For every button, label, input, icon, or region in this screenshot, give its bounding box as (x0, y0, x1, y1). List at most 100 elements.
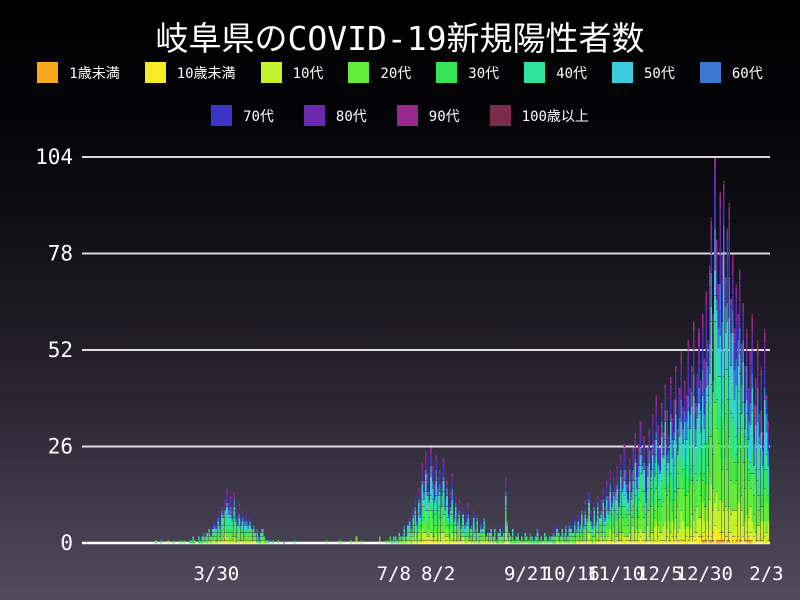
bar-day-248 (524, 532, 526, 544)
bar-day-181 (405, 532, 408, 544)
bar-day-363 (728, 202, 730, 544)
bar-day-335 (678, 388, 681, 544)
bar-day-191 (423, 480, 425, 544)
bar-day-203 (444, 499, 447, 544)
bar-day-280 (581, 506, 583, 544)
bar-day-311 (636, 462, 638, 544)
bar-day-285 (589, 510, 592, 544)
bar-day-216 (467, 503, 470, 544)
bar-day-242 (513, 540, 516, 544)
bar-day-201 (440, 488, 443, 544)
legend-label: 10歳未満 (176, 65, 236, 82)
bar-day-204 (446, 480, 448, 544)
bar-day-372 (744, 365, 746, 544)
legend-swatch-icon (144, 62, 166, 83)
bar-day-259 (543, 532, 546, 544)
legend-label: 90代 (428, 108, 460, 125)
bar-day-266 (556, 525, 558, 544)
bar-day-102 (265, 540, 267, 544)
bar-day-365 (731, 254, 734, 544)
legend-item-9: 80代 (303, 105, 367, 126)
legend-label: 100歳以上 (521, 108, 589, 125)
bar-day-100 (261, 529, 264, 544)
bar-day-352 (708, 265, 711, 544)
bar-day-64 (197, 536, 200, 544)
bar-day-218 (471, 518, 473, 544)
bar-day-89 (242, 510, 244, 544)
bar-day-236 (503, 529, 505, 544)
bar-day-224 (481, 529, 484, 544)
bar-day-104 (268, 540, 271, 544)
bar-day-233 (497, 532, 500, 544)
bar-day-209 (455, 495, 457, 544)
bar-day-177 (398, 529, 400, 544)
bar-day-356 (715, 239, 718, 544)
legend-item-5: 40代 (524, 62, 587, 83)
legend-item-10: 90代 (396, 105, 460, 126)
bar-day-283 (586, 514, 589, 544)
legend-item-11: 100歳以上 (489, 105, 589, 126)
bar-day-72 (211, 525, 214, 544)
bar-day-344 (694, 402, 697, 544)
bar-day-187 (416, 514, 418, 544)
bar-day-245 (518, 540, 521, 544)
bar-day-298 (613, 477, 615, 544)
bar-day-384 (765, 395, 768, 544)
bar-day-59 (188, 540, 191, 544)
bar-day-217 (469, 529, 471, 544)
legend-row-2: 70代 80代 90代 100歳以上 (0, 105, 800, 126)
bar-day-351 (707, 339, 709, 544)
bar-day-291 (600, 499, 603, 544)
bar-day-206 (449, 492, 452, 544)
legend-label: 30代 (468, 65, 500, 82)
bar-day-66 (201, 536, 203, 544)
bar-day-383 (763, 328, 766, 544)
bar-day-71 (210, 532, 212, 544)
bar-day-272 (566, 536, 569, 544)
bar-day-243 (515, 536, 518, 544)
bar-day-288 (595, 514, 597, 544)
bar-day-289 (597, 495, 599, 544)
legend-swatch-icon (436, 62, 458, 83)
bar-day-367 (735, 284, 738, 544)
bar-day-194 (428, 492, 431, 544)
bar-day-345 (696, 373, 699, 544)
bar-day-196 (432, 466, 434, 544)
bar-day-271 (565, 525, 567, 544)
bar-day-112 (282, 540, 285, 544)
bar-day-359 (721, 254, 723, 544)
bar-day-263 (550, 536, 553, 544)
bar-day-106 (272, 540, 274, 544)
bar-day-385 (767, 421, 770, 544)
bar-day-349 (703, 358, 706, 544)
bar-day-136 (325, 540, 328, 544)
x-tick-label-12-30: 12/30 (676, 563, 733, 585)
bar-day-258 (542, 540, 544, 544)
bar-day-341 (689, 388, 691, 544)
bar-day-96 (254, 532, 257, 544)
legend-label: 1歳未満 (69, 65, 120, 82)
bar-day-172 (389, 536, 392, 544)
bar-day-332 (673, 399, 675, 544)
bar-day-43 (160, 540, 163, 544)
bar-day-353 (710, 217, 713, 544)
bar-day-251 (529, 532, 532, 544)
bar-day-62 (194, 540, 196, 544)
legend-label: 40代 (556, 65, 587, 82)
bar-day-170 (385, 540, 388, 544)
legend-item-3: 20代 (348, 62, 411, 83)
bar-day-279 (579, 521, 581, 544)
bar-day-337 (682, 406, 684, 544)
bar-day-189 (419, 503, 422, 544)
bar-day-343 (692, 321, 695, 544)
bar-day-376 (751, 313, 754, 544)
bar-day-68 (204, 536, 207, 544)
bar-day-323 (657, 425, 659, 544)
bar-day-346 (698, 328, 700, 544)
bar-day-262 (549, 532, 551, 544)
bar-day-202 (442, 458, 445, 544)
legend-item-0: 1歳未満 (37, 62, 120, 83)
bar-day-197 (433, 484, 436, 544)
x-tick-label-10-16: 10/16 (543, 563, 600, 585)
bar-day-98 (258, 536, 260, 544)
